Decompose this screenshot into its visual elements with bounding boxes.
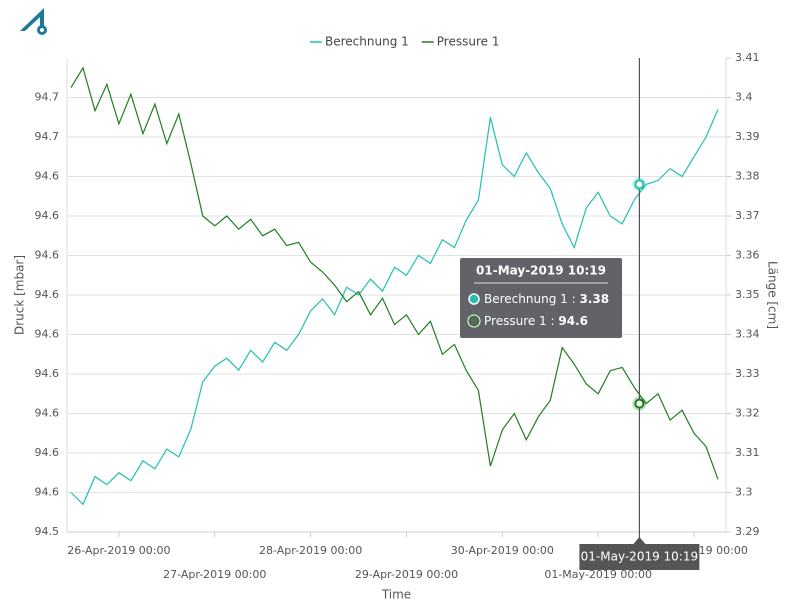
tooltip-separator: : [568, 292, 580, 306]
y-tick-label: 94.5 [35, 525, 60, 538]
cursor-marker [634, 398, 645, 409]
y-tick-label: 94.6 [35, 367, 60, 380]
x-axis-title: Time [381, 588, 411, 602]
cursor-marker [634, 179, 645, 190]
y-tick-label: 94.7 [35, 130, 60, 143]
legend: Berechnung 1 Pressure 1 [310, 35, 499, 49]
tooltip-row: Berechnung 1 : 3.38 [484, 292, 609, 306]
tooltip-separator: : [547, 314, 559, 328]
legend-label: Pressure 1 [437, 35, 500, 49]
y-tick-label: 94.6 [35, 446, 60, 459]
cursor-x-label: 01-May-2019 10:19 [579, 537, 700, 570]
y2-tick-label: 3.31 [735, 446, 760, 459]
y-tick-label: 94.7 [35, 91, 60, 104]
y2-axis-title: Länge [cm] [766, 261, 780, 329]
x-tick-label: 26-Apr-2019 00:00 [67, 544, 170, 557]
tooltip-bg [460, 258, 622, 338]
y2-tick-label: 3.4 [735, 91, 753, 104]
y-tick-label: 94.6 [35, 170, 60, 183]
cursor-x-label-text: 01-May-2019 10:19 [581, 550, 698, 564]
x-tick-label: 30-Apr-2019 00:00 [451, 544, 554, 557]
x-tick-label: 29-Apr-2019 00:00 [355, 568, 458, 581]
cursor-x-label-bg [579, 537, 700, 570]
y2-tick-label: 3.38 [735, 170, 760, 183]
y2-tick-label: 3.3 [735, 486, 753, 499]
y-tick-label: 94.6 [35, 209, 60, 222]
x-tick-label: 28-Apr-2019 00:00 [259, 544, 362, 557]
y2-tick-label: 3.41 [735, 51, 760, 64]
y2-tick-label: 3.29 [735, 525, 760, 538]
tooltip-dot-outer [467, 314, 481, 328]
y-tick-label: 94.6 [35, 407, 60, 420]
tooltip-value: 3.38 [579, 292, 609, 306]
tooltip-row: Pressure 1 : 94.6 [484, 314, 588, 328]
y2-tick-label: 3.34 [735, 328, 760, 341]
tooltip: 01-May-2019 10:19 Berechnung 1 : 3.38 Pres… [460, 258, 622, 338]
tooltip-value: 94.6 [558, 314, 588, 328]
y-tick-label: 94.6 [35, 288, 60, 301]
y2-tick-label: 3.36 [735, 249, 760, 262]
tooltip-title: 01-May-2019 10:19 [476, 264, 606, 278]
tooltip-series: Pressure 1 [484, 314, 547, 328]
y-tick-label: 94.6 [35, 328, 60, 341]
x-tick-label: 01-May-2019 00:00 [544, 568, 652, 581]
app-icon[interactable] [20, 8, 47, 35]
tooltip-series: Berechnung 1 [484, 292, 568, 306]
x-tick-label: 27-Apr-2019 00:00 [163, 568, 266, 581]
y-axis-title: Druck [mbar] [13, 255, 27, 335]
tooltip-dot [468, 293, 480, 305]
y-tick-label: 94.6 [35, 486, 60, 499]
y-tick-label: 94.6 [35, 249, 60, 262]
y2-tick-label: 3.37 [735, 209, 760, 222]
series-line [70, 66, 719, 480]
legend-label: Berechnung 1 [325, 35, 409, 49]
series-line [70, 109, 719, 506]
y2-tick-label: 3.35 [735, 288, 760, 301]
tooltip-dot [468, 315, 480, 327]
y2-tick-label: 3.33 [735, 367, 760, 380]
y2-tick-label: 3.32 [735, 407, 760, 420]
y2-tick-label: 3.39 [735, 130, 760, 143]
